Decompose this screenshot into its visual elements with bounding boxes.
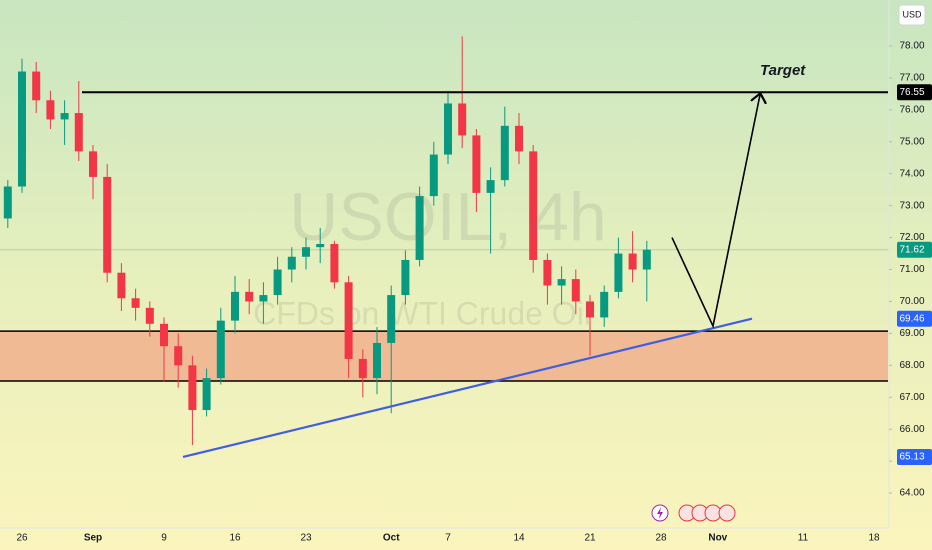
candle-body (344, 282, 353, 359)
candle-body (32, 71, 41, 101)
x-tick-label: Nov (708, 533, 727, 544)
resistance-label: 76.55 (899, 87, 924, 98)
candle-body (600, 291, 609, 318)
currency: USD (902, 9, 922, 19)
event-icon[interactable] (718, 504, 736, 522)
trendline-end-label: 69.46 (899, 313, 924, 324)
candle-body (614, 253, 623, 292)
candle-body (387, 295, 396, 343)
candle-body (302, 247, 310, 257)
demand-zone (0, 331, 888, 381)
candle-body (472, 135, 481, 193)
y-tick-label: 75.00 (899, 136, 924, 147)
x-tick-label: 11 (798, 533, 809, 544)
candle-body (216, 320, 225, 379)
candle-body (287, 256, 296, 270)
x-tick-label: 26 (16, 533, 28, 544)
trendline (182, 317, 753, 459)
candle-body (3, 186, 12, 219)
candle-body (373, 342, 381, 379)
candle-body (358, 358, 367, 379)
last-price-label-box (897, 241, 932, 258)
y-tick-label: 71.00 (899, 264, 924, 275)
candle-body (401, 259, 410, 296)
watermark-subtitle: CFDs on WTI Crude Oil (253, 295, 591, 331)
candle-body (259, 295, 268, 302)
x-tick-label: 23 (300, 533, 312, 544)
y-tick-label: 77.00 (899, 73, 924, 84)
candle-body (515, 125, 523, 152)
y-tick-label: 78.00 (899, 41, 924, 52)
x-tick-label: Oct (383, 533, 400, 544)
candle-body (557, 279, 566, 286)
candle-body (316, 243, 325, 248)
candle-body (628, 253, 637, 270)
candle-body (543, 259, 552, 286)
x-tick-label: 16 (229, 533, 241, 544)
y-tick-label: 74.00 (899, 168, 924, 179)
y-tick-label: 76.00 (899, 104, 924, 115)
trendline-start-label-box (897, 448, 932, 465)
x-tick-label: 21 (584, 533, 596, 544)
x-tick-label: 9 (161, 533, 167, 544)
target-label: Target (760, 62, 806, 79)
candle-body (571, 279, 580, 302)
y-tick-label: 67.00 (899, 392, 924, 403)
resistance-label-box (897, 84, 932, 101)
candle-body (18, 71, 26, 187)
candle-body (458, 103, 467, 136)
candle-body (188, 365, 197, 411)
x-tick-label: Sep (84, 533, 102, 544)
y-tick-label: 66.00 (899, 424, 924, 435)
candle-body (642, 249, 651, 270)
y-tick-label: 70.00 (899, 296, 924, 307)
candle-body (89, 151, 97, 177)
x-tick-label: 7 (445, 533, 451, 544)
candle-body (174, 346, 183, 366)
candle-body (330, 243, 339, 283)
candle-body (145, 307, 154, 324)
candle-body (273, 269, 282, 296)
watermark: USOIL, 4h CFDs on WTI Crude Oil (253, 179, 607, 331)
candle-body (131, 298, 140, 308)
candle-body (444, 103, 452, 155)
x-tick-label: 14 (513, 533, 525, 544)
y-tick-label: 72.00 (899, 232, 924, 243)
candle-body (202, 378, 211, 411)
candle-body (103, 176, 112, 273)
last-price-label: 71.62 (899, 244, 924, 255)
candle-body (586, 301, 594, 318)
candle-body (117, 272, 126, 299)
y-tick-label: 73.00 (899, 200, 924, 211)
event-icon-glyph (657, 507, 663, 519)
candle-body (46, 100, 55, 120)
x-tick-label: 28 (655, 533, 667, 544)
currency-box[interactable] (898, 4, 926, 26)
event-icons (651, 504, 736, 522)
candle-body (529, 151, 538, 260)
y-tick-label: 68.00 (899, 360, 924, 371)
trendline-start-label: 65.13 (899, 452, 924, 463)
watermark-title: USOIL, 4h (289, 179, 607, 255)
candle-body (74, 113, 83, 152)
candle-body (500, 125, 509, 181)
candle-body (160, 323, 168, 347)
y-tick-label: 64.00 (899, 488, 924, 499)
y-tick-label: 69.00 (899, 328, 924, 339)
candle-body (231, 291, 239, 321)
projection-arrow (671, 95, 760, 329)
x-tick-label: 18 (868, 533, 880, 544)
candle-body (60, 113, 69, 120)
candle-body (415, 196, 424, 260)
candle-body (245, 291, 254, 302)
candle-body (429, 154, 438, 197)
candle-body (486, 180, 495, 193)
trendline-end-label-box (897, 310, 932, 327)
